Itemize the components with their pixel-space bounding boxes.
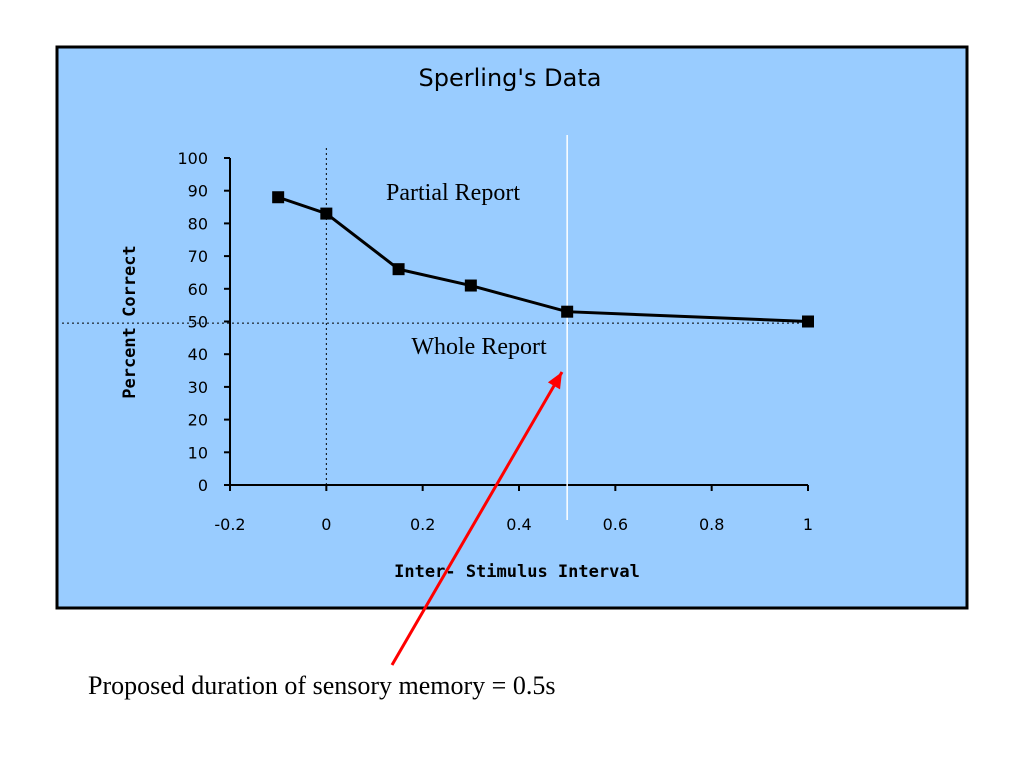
series-line [277,195,809,323]
data-point-marker [464,279,477,292]
y-tick-label: 30 [188,378,208,397]
y-tick-label: 0 [198,476,208,495]
chart-title: Sperling's Data [419,64,602,92]
x-tick-label: -0.2 [214,515,245,534]
y-tick-label: 20 [188,411,208,430]
data-point-marker [320,207,333,220]
y-tick-label: 90 [188,182,208,201]
x-tick-labels: -0.2 0 0.2 0.4 0.6 0.8 1 [214,515,813,534]
x-tick-label: 0.2 [410,515,435,534]
x-tick-label: 0.8 [699,515,724,534]
data-point-marker [561,305,574,318]
y-tick-label: 100 [177,149,208,168]
y-axis-label: Percent Correct [120,245,140,399]
x-axis-label: Inter- Stimulus Interval [394,562,640,582]
pointer-arrow [390,371,564,666]
pointer-arrow-shaft [390,371,564,666]
data-point-marker [272,191,285,204]
y-tick-label: 40 [188,345,208,364]
y-tick-labels: 0 10 20 30 40 50 60 70 80 90 100 [177,149,208,495]
y-tick-label: 10 [188,443,208,462]
y-tick-label: 60 [188,280,208,299]
data-point-marker [802,315,814,328]
x-tick-label: 0.4 [506,515,531,534]
y-tick-label: 50 [188,313,208,332]
whole-report-label: Whole Report [411,334,547,360]
data-series [272,191,814,328]
pointer-arrow-head [547,372,562,390]
data-point-marker [392,263,405,276]
x-tick-label: 1 [803,515,813,534]
caption-text: Proposed duration of sensory memory = 0.… [88,671,555,700]
partial-report-label: Partial Report [386,180,520,206]
reference-lines [62,135,804,520]
x-tick-label: 0.6 [603,515,628,534]
y-tick-label: 70 [188,247,208,266]
chart-panel [55,45,969,610]
x-tick-label: 0 [321,515,331,534]
y-tick-label: 80 [188,214,208,233]
